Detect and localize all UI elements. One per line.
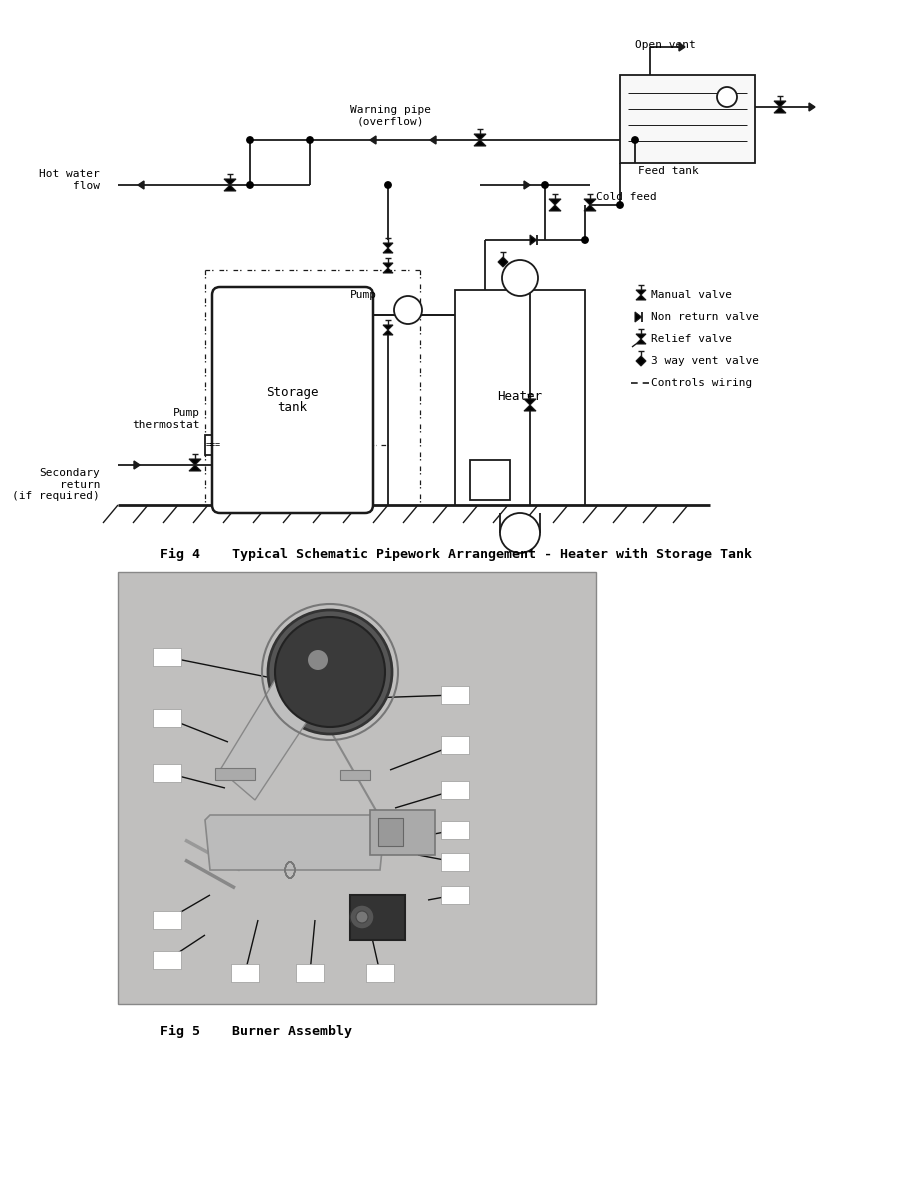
Bar bbox=[350, 895, 405, 940]
Bar bbox=[153, 709, 181, 727]
Bar bbox=[470, 460, 510, 500]
Bar bbox=[153, 764, 181, 782]
Bar bbox=[118, 571, 596, 1004]
Polygon shape bbox=[809, 103, 815, 110]
Text: Fig 5    Burner Assembly: Fig 5 Burner Assembly bbox=[160, 1025, 352, 1038]
Circle shape bbox=[394, 296, 422, 324]
Polygon shape bbox=[383, 263, 393, 273]
Text: Storage
tank: Storage tank bbox=[265, 386, 319, 413]
Polygon shape bbox=[138, 181, 144, 189]
Circle shape bbox=[502, 260, 538, 296]
Bar bbox=[441, 853, 469, 871]
Bar bbox=[231, 963, 259, 982]
Bar bbox=[366, 963, 394, 982]
Text: Cold feed: Cold feed bbox=[596, 192, 656, 202]
Circle shape bbox=[632, 137, 638, 143]
Circle shape bbox=[350, 905, 374, 929]
Polygon shape bbox=[549, 200, 561, 211]
Circle shape bbox=[717, 87, 737, 107]
Bar bbox=[441, 685, 469, 704]
Bar bbox=[118, 933, 596, 968]
Text: Pump
thermostat: Pump thermostat bbox=[132, 409, 200, 430]
Polygon shape bbox=[383, 326, 393, 335]
Bar bbox=[118, 752, 596, 788]
Bar bbox=[215, 457, 227, 473]
Polygon shape bbox=[524, 181, 530, 189]
Text: Feed tank: Feed tank bbox=[638, 166, 699, 176]
Bar bbox=[118, 680, 596, 716]
Bar bbox=[153, 952, 181, 969]
Polygon shape bbox=[530, 235, 536, 245]
Bar bbox=[215, 767, 255, 781]
Polygon shape bbox=[383, 244, 393, 253]
Polygon shape bbox=[636, 334, 646, 345]
Polygon shape bbox=[205, 815, 385, 870]
Polygon shape bbox=[498, 257, 508, 267]
Text: Manual valve: Manual valve bbox=[651, 290, 732, 301]
Bar bbox=[153, 911, 181, 929]
Bar bbox=[118, 968, 596, 1004]
Polygon shape bbox=[636, 356, 646, 366]
Polygon shape bbox=[474, 134, 486, 146]
Bar bbox=[370, 810, 435, 855]
Circle shape bbox=[308, 650, 328, 670]
Bar bbox=[118, 788, 596, 824]
Bar bbox=[118, 608, 596, 644]
Polygon shape bbox=[134, 461, 140, 469]
Text: ===: === bbox=[206, 441, 221, 449]
Bar bbox=[118, 896, 596, 933]
Text: Relief valve: Relief valve bbox=[651, 334, 732, 345]
Polygon shape bbox=[524, 399, 536, 411]
Circle shape bbox=[307, 137, 313, 143]
Polygon shape bbox=[636, 290, 646, 301]
Circle shape bbox=[247, 182, 253, 188]
Bar bbox=[441, 821, 469, 839]
Text: Fig 4    Typical Schematic Pipework Arrangement - Heater with Storage Tank: Fig 4 Typical Schematic Pipework Arrange… bbox=[160, 548, 752, 561]
Text: Warning pipe
(overflow): Warning pipe (overflow) bbox=[350, 105, 431, 127]
Circle shape bbox=[542, 182, 548, 188]
Circle shape bbox=[617, 202, 623, 208]
Polygon shape bbox=[224, 179, 236, 191]
Text: Open vent: Open vent bbox=[635, 40, 696, 50]
Bar bbox=[441, 781, 469, 800]
Polygon shape bbox=[584, 200, 596, 211]
Text: Pump: Pump bbox=[350, 290, 377, 301]
Bar bbox=[118, 716, 596, 752]
Bar bbox=[340, 770, 370, 781]
Bar bbox=[118, 860, 596, 896]
Bar bbox=[118, 824, 596, 860]
Bar bbox=[378, 819, 403, 846]
Text: Hot water
flow: Hot water flow bbox=[39, 169, 100, 191]
Text: Secondary
return
(if required): Secondary return (if required) bbox=[12, 468, 100, 501]
Polygon shape bbox=[220, 680, 310, 800]
Polygon shape bbox=[774, 101, 786, 113]
Circle shape bbox=[356, 911, 368, 923]
Polygon shape bbox=[430, 135, 436, 144]
Bar bbox=[455, 290, 585, 505]
Circle shape bbox=[275, 617, 385, 727]
Circle shape bbox=[385, 182, 391, 188]
Bar bbox=[296, 963, 324, 982]
Bar bbox=[620, 75, 755, 163]
Circle shape bbox=[247, 137, 253, 143]
Bar bbox=[118, 644, 596, 680]
Circle shape bbox=[582, 236, 588, 244]
Text: Non return valve: Non return valve bbox=[651, 312, 759, 322]
Bar bbox=[441, 737, 469, 754]
Bar bbox=[441, 886, 469, 904]
Polygon shape bbox=[370, 135, 376, 144]
Text: 3 way vent valve: 3 way vent valve bbox=[651, 356, 759, 366]
Circle shape bbox=[500, 513, 540, 552]
Polygon shape bbox=[230, 682, 275, 781]
Circle shape bbox=[268, 609, 392, 734]
Polygon shape bbox=[679, 43, 685, 51]
Text: Heater: Heater bbox=[498, 391, 543, 404]
Bar bbox=[153, 647, 181, 666]
Text: Controls wiring: Controls wiring bbox=[651, 378, 752, 388]
Bar bbox=[118, 571, 596, 608]
Bar bbox=[205, 435, 225, 455]
Polygon shape bbox=[635, 312, 642, 322]
FancyBboxPatch shape bbox=[212, 287, 373, 513]
Polygon shape bbox=[189, 459, 201, 470]
